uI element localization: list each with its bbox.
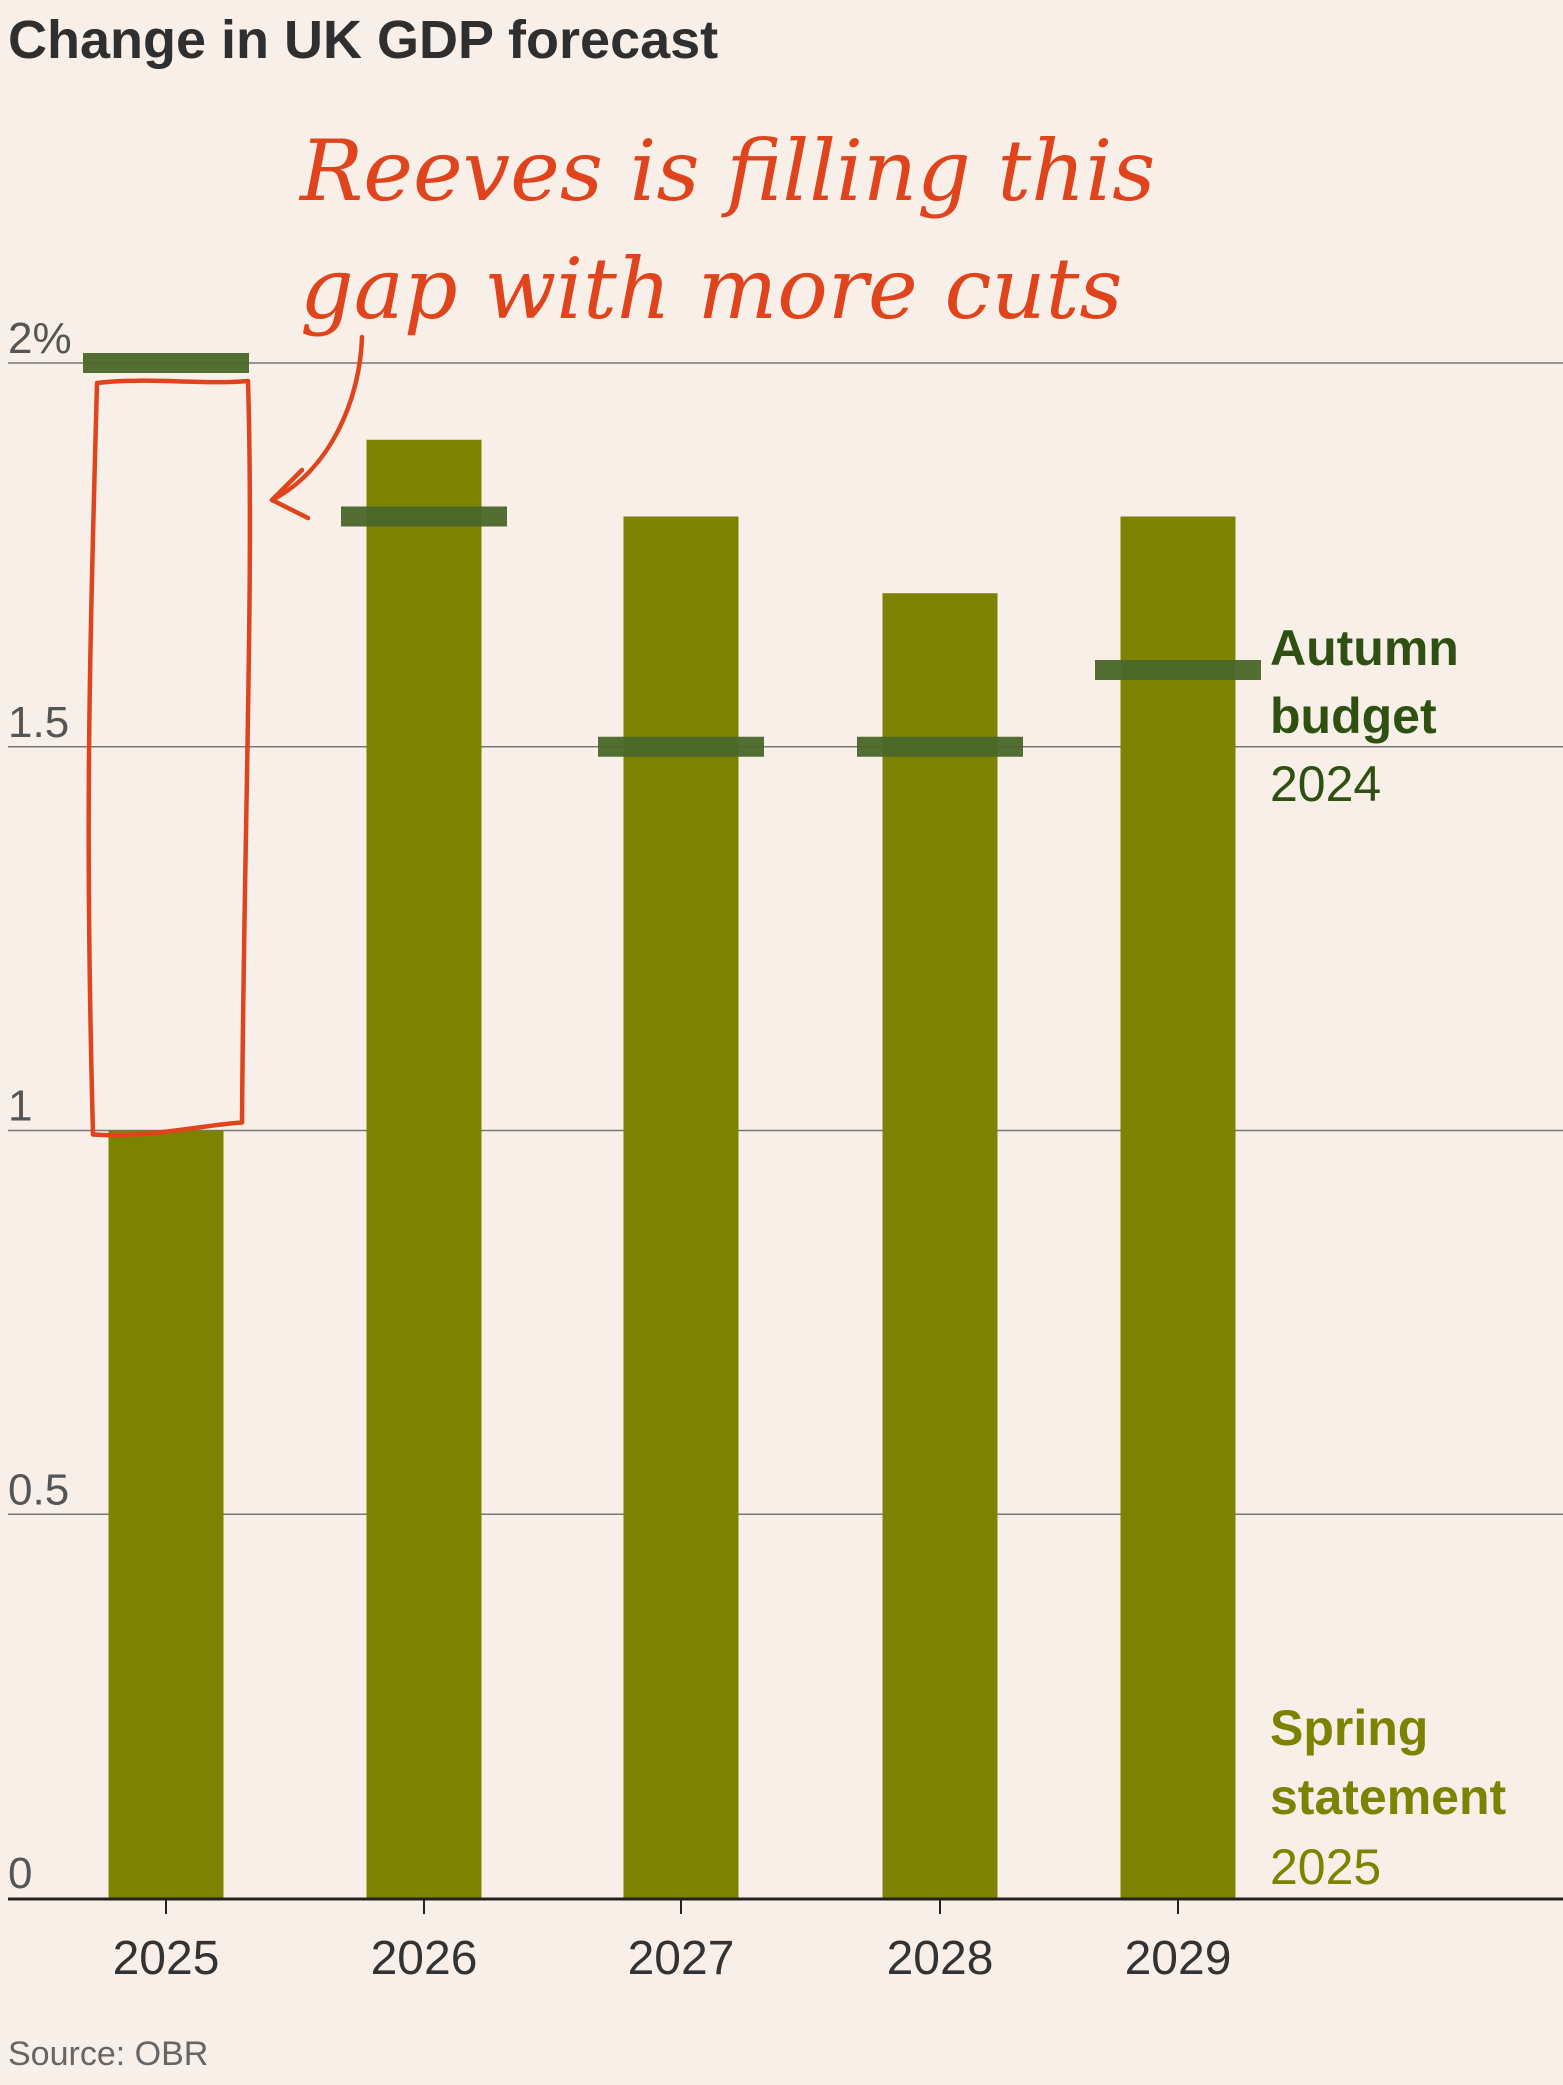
y-tick-label: 1 [8,1082,32,1131]
annotation-line-2: gap with more cuts [300,240,1122,338]
annotation: Reeves is filling this gap with more cut… [86,122,1155,1138]
gridlines [8,362,1563,1515]
bar-spring-2025 [108,1130,224,1898]
legend-autumn-year: 2024 [1270,756,1381,812]
bar-spring-2026 [366,439,482,1898]
spring-bars [108,439,1236,1898]
y-tick-label: 0.5 [8,1465,69,1514]
chart-title: Change in UK GDP forecast [8,10,718,70]
x-tick-label: 2028 [887,1932,994,1985]
annotation-arrow [269,334,365,503]
x-tick-label: 2027 [628,1932,735,1985]
source-note: Source: OBR [8,2035,208,2073]
bar-spring-2027 [623,516,739,1898]
y-tick-label: 1.5 [8,698,69,747]
legend-spring-line2: statement [1270,1769,1507,1825]
y-tick-label: 0 [8,1849,32,1898]
legend-spring-year: 2025 [1270,1839,1381,1895]
marker-autumn-2028 [857,736,1023,757]
x-tick-label: 2026 [371,1932,478,1985]
marker-autumn-2025 [83,353,249,373]
legend-autumn-line1: Autumn [1270,620,1459,676]
marker-autumn-2029 [1095,660,1261,680]
annotation-box [86,378,253,1138]
y-axis-labels: 0 0.5 1 1.5 2% [8,314,72,1898]
bar-spring-2028 [882,593,998,1898]
autumn-markers [83,353,1261,757]
y-tick-label: 2% [8,314,72,363]
legend: Autumn budget 2024 Spring statement 2025 [1270,620,1507,1895]
bar-spring-2029 [1120,516,1236,1898]
annotation-line-1: Reeves is filling this [298,122,1155,220]
marker-autumn-2026 [341,506,507,527]
legend-autumn-line2: budget [1270,688,1437,744]
x-tick-label: 2025 [113,1932,220,1985]
legend-spring-line1: Spring [1270,1700,1428,1756]
x-axis-labels: 2025 2026 2027 2028 2029 [113,1900,1232,1985]
x-tick-label: 2029 [1125,1932,1232,1985]
annotation-arrowhead [269,467,311,521]
marker-autumn-2027 [598,736,764,757]
